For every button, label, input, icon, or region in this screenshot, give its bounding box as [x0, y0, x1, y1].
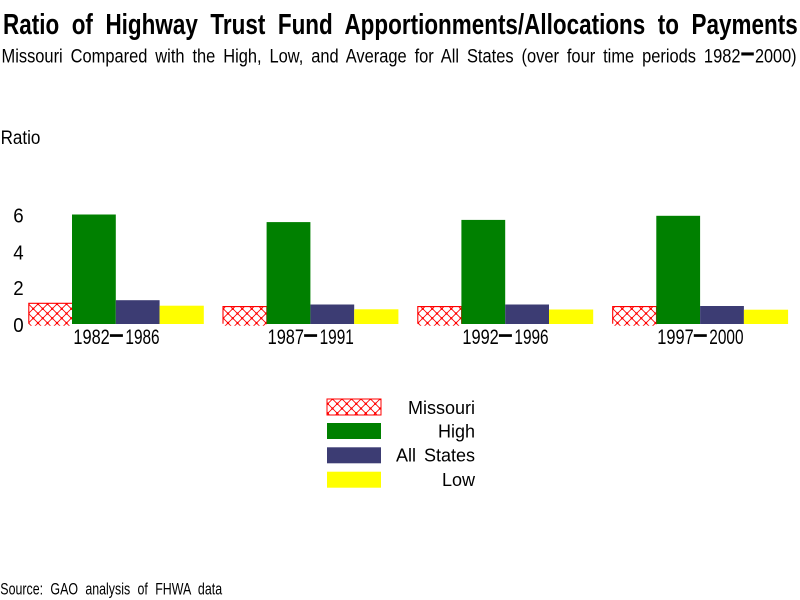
svg-text:High: High: [438, 421, 475, 441]
svg-text:0: 0: [13, 315, 23, 337]
svg-text:6: 6: [13, 206, 23, 228]
svg-text:Ratio of Highway Trust Fund Ap: Ratio of Highway Trust Fund Apportionmen…: [3, 9, 798, 41]
svg-text:1997: 1997: [657, 325, 693, 349]
svg-text:1982: 1982: [73, 325, 109, 349]
svg-text:2000: 2000: [709, 325, 743, 349]
svg-text:Source: GAO analysis of FHWA d: Source: GAO analysis of FHWA data: [0, 580, 222, 599]
svg-text:1991: 1991: [320, 325, 354, 349]
svg-text:1987: 1987: [268, 325, 304, 349]
svg-text:Ratio: Ratio: [1, 127, 41, 149]
svg-text:All States: All States: [396, 446, 475, 466]
svg-text:2: 2: [13, 278, 23, 300]
svg-text:1996: 1996: [514, 325, 548, 349]
svg-text:1992: 1992: [462, 325, 498, 349]
svg-text:1986: 1986: [125, 325, 159, 349]
svg-text:Low: Low: [442, 470, 476, 490]
svg-text:Missouri Compared with the Hig: Missouri Compared with the High, Low, an…: [2, 45, 741, 67]
svg-text:Missouri: Missouri: [408, 398, 475, 418]
svg-text:2000): 2000): [755, 45, 797, 67]
svg-text:4: 4: [13, 242, 23, 264]
